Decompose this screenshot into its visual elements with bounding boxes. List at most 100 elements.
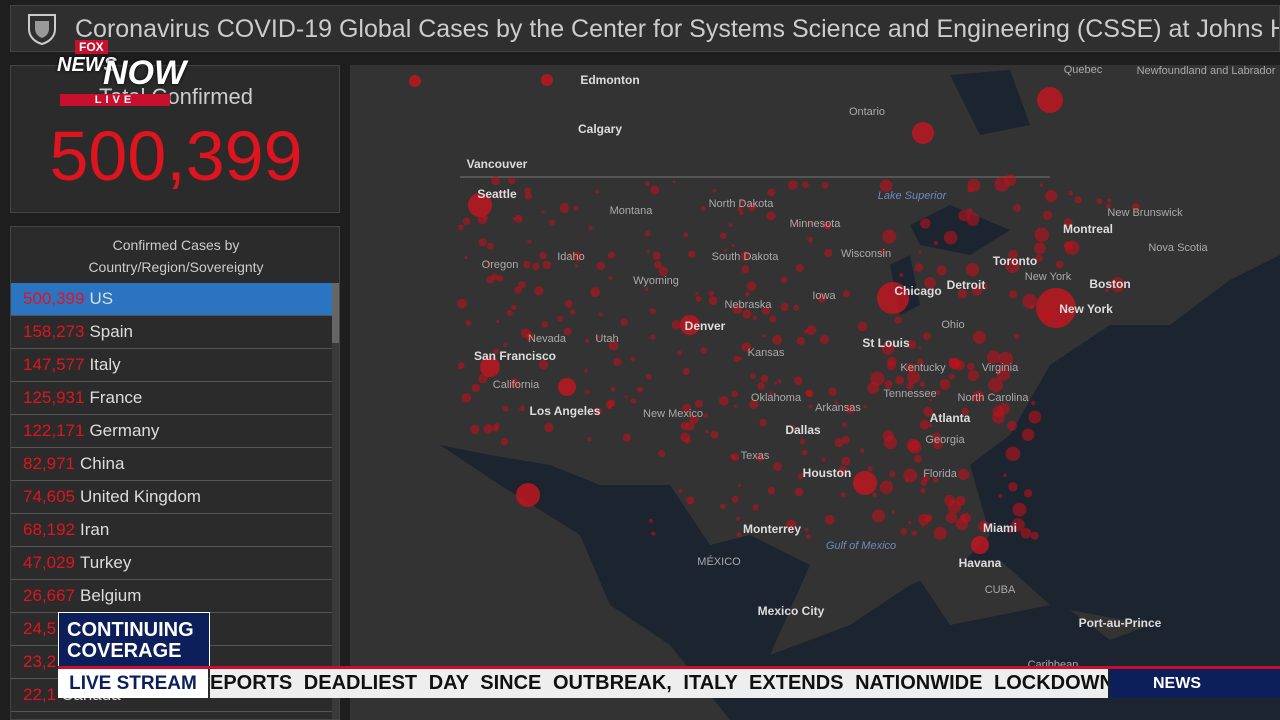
case-bubble[interactable] [914,263,924,272]
case-bubble[interactable] [569,309,576,315]
case-bubble[interactable] [539,252,547,260]
case-bubble[interactable] [493,348,499,355]
case-bubble[interactable] [932,439,943,450]
case-bubble[interactable] [978,520,990,533]
case-bubble[interactable] [523,260,531,269]
case-bubble[interactable] [992,405,1004,417]
case-bubble[interactable] [595,189,600,194]
case-bubble[interactable] [563,327,572,336]
case-bubble[interactable] [845,403,855,414]
case-bubble[interactable] [842,290,851,298]
case-bubble[interactable] [736,532,742,538]
case-bubble[interactable] [857,321,868,332]
case-bubble[interactable] [671,320,682,330]
case-bubble[interactable] [1004,174,1017,186]
case-bubble[interactable] [457,298,467,309]
case-bubble[interactable] [538,359,549,370]
case-bubble[interactable] [1024,489,1033,498]
case-bubble[interactable] [605,400,614,409]
case-bubble[interactable] [805,534,811,540]
case-bubble[interactable] [624,395,628,399]
case-bubble[interactable] [1042,210,1053,221]
case-bubble[interactable] [920,488,926,494]
case-bubble[interactable] [1105,288,1109,293]
case-bubble[interactable] [884,380,893,389]
case-bubble[interactable] [891,510,895,514]
case-bubble[interactable] [608,340,619,351]
case-bubble[interactable] [762,334,766,338]
case-bubble[interactable] [1008,290,1018,299]
case-bubble[interactable] [712,188,716,193]
case-bubble[interactable] [935,389,941,395]
case-bubble[interactable] [818,294,827,303]
case-bubble[interactable] [860,448,865,453]
case-bubble[interactable] [731,243,735,248]
case-bubble[interactable] [644,287,649,292]
case-bubble[interactable] [637,386,644,393]
case-bubble[interactable] [966,362,975,371]
case-bubble[interactable] [918,513,930,526]
case-bubble[interactable] [879,179,893,193]
case-bubble[interactable] [786,519,797,530]
case-bubble[interactable] [1030,531,1039,540]
case-bubble[interactable] [651,531,656,536]
case-bubble[interactable] [767,486,776,495]
case-bubble[interactable] [808,404,813,409]
case-bubble[interactable] [967,178,981,192]
case-bubble[interactable] [1107,198,1112,203]
case-bubble[interactable] [588,225,593,231]
case-bubble[interactable] [923,332,931,341]
case-bubble[interactable] [972,330,987,344]
case-bubble[interactable] [719,232,727,240]
case-bubble[interactable] [1033,242,1046,255]
case-bubble[interactable] [1005,446,1021,462]
case-bubble[interactable] [409,75,421,87]
case-bubble[interactable] [720,503,726,510]
case-bubble[interactable] [527,239,532,244]
case-bubble[interactable] [965,263,980,277]
case-bubble[interactable] [799,438,806,445]
case-bubble[interactable] [1037,87,1063,113]
case-bubble[interactable] [824,248,833,258]
case-bubble[interactable] [872,509,886,523]
case-bubble[interactable] [744,291,750,297]
case-bubble[interactable] [620,318,628,326]
case-bubble[interactable] [572,251,583,262]
scrollbar[interactable] [332,283,339,719]
case-bubble[interactable] [486,261,492,266]
case-bubble[interactable] [1013,204,1021,212]
case-bubble[interactable] [1008,249,1019,260]
case-bubble[interactable] [840,492,846,497]
case-bubble[interactable] [1039,183,1044,187]
case-bubble[interactable] [737,483,742,488]
case-bubble[interactable] [928,398,933,402]
case-bubble[interactable] [1028,410,1042,424]
case-bubble[interactable] [1035,254,1044,262]
case-bubble[interactable] [797,473,804,480]
case-bubble[interactable] [972,390,984,403]
case-bubble[interactable] [731,495,739,503]
case-bubble[interactable] [650,185,660,195]
case-bubble[interactable] [492,425,499,432]
case-bubble[interactable] [919,381,926,387]
case-bubble[interactable] [567,253,572,258]
country-row[interactable]: 125,931 France [11,382,332,415]
case-bubble[interactable] [959,514,966,521]
case-bubble[interactable] [774,381,778,385]
case-bubble[interactable] [1011,518,1025,532]
case-bubble[interactable] [1110,277,1126,293]
case-bubble[interactable] [759,418,767,427]
case-bubble[interactable] [610,386,616,392]
case-bubble[interactable] [630,398,637,404]
case-bubble[interactable] [932,477,939,483]
case-bubble[interactable] [742,309,752,319]
case-bubble[interactable] [482,214,489,220]
case-bubble[interactable] [895,375,905,385]
case-bubble[interactable] [918,250,922,254]
case-bubble[interactable] [728,223,733,228]
case-bubble[interactable] [461,393,472,403]
case-bubble[interactable] [767,188,775,197]
case-bubble[interactable] [608,276,613,280]
case-bubble[interactable] [788,180,798,190]
case-bubble[interactable] [988,377,1003,393]
